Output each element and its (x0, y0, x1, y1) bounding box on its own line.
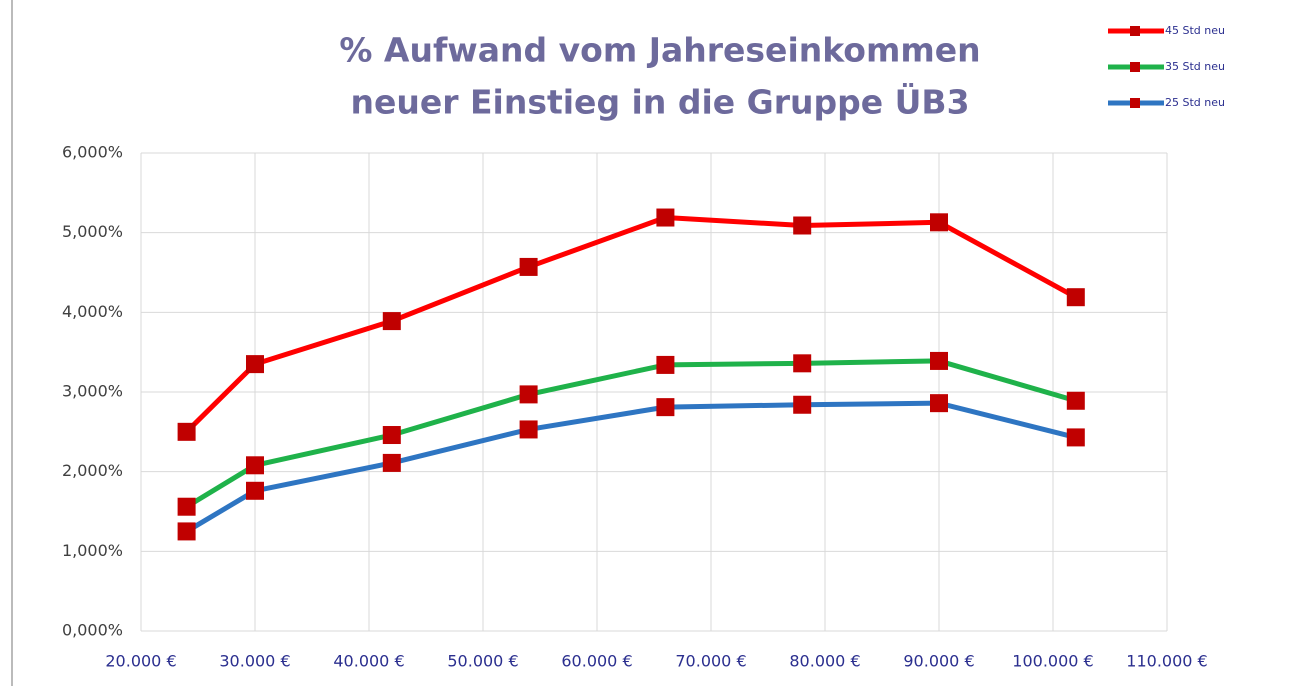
legend-marker (1130, 62, 1140, 72)
marker (519, 385, 538, 404)
legend-marker (1130, 98, 1140, 108)
y-tick-label: 6,000% (62, 143, 123, 162)
marker (177, 522, 196, 541)
x-tick-label: 70.000 € (675, 652, 746, 671)
y-tick-label: 3,000% (62, 382, 123, 401)
marker (656, 208, 675, 227)
marker (1066, 428, 1085, 447)
y-tick-label: 1,000% (62, 541, 123, 560)
marker (793, 354, 812, 373)
chart-title: neuer Einstieg in die Gruppe ÜB3 (350, 82, 969, 122)
legend-label: 25 Std neu (1165, 96, 1225, 109)
marker (1066, 288, 1085, 307)
legend-marker (1130, 26, 1140, 36)
marker (177, 497, 196, 516)
x-tick-label: 40.000 € (333, 652, 404, 671)
marker (382, 453, 401, 472)
y-tick-label: 0,000% (62, 621, 123, 640)
legend-label: 35 Std neu (1165, 60, 1225, 73)
marker (656, 398, 675, 417)
marker (519, 257, 538, 276)
marker (382, 312, 401, 331)
marker (793, 395, 812, 414)
marker (793, 216, 812, 235)
x-tick-label: 50.000 € (447, 652, 518, 671)
series-line (184, 215, 1078, 434)
legend-label: 45 Std neu (1165, 24, 1225, 37)
marker (930, 351, 948, 370)
x-tick-label: 80.000 € (789, 652, 860, 671)
x-tick-label: 100.000 € (1012, 652, 1093, 671)
marker (930, 394, 948, 413)
y-tick-label: 5,000% (62, 222, 123, 241)
marker (656, 355, 675, 374)
x-tick-label: 90.000 € (903, 652, 974, 671)
y-tick-label: 2,000% (62, 461, 123, 480)
series-line (185, 358, 1077, 509)
marker (177, 422, 196, 441)
series-line (185, 400, 1077, 534)
marker (519, 420, 538, 439)
marker (246, 481, 264, 500)
marker (246, 355, 264, 374)
marker (930, 213, 948, 232)
chart-title: % Aufwand vom Jahreseinkommen (339, 31, 980, 70)
x-tick-label: 110.000 € (1126, 652, 1207, 671)
y-tick-label: 4,000% (62, 302, 123, 321)
x-tick-label: 30.000 € (219, 652, 290, 671)
marker (1066, 391, 1085, 410)
x-tick-label: 20.000 € (105, 652, 176, 671)
marker (382, 426, 401, 445)
x-tick-label: 60.000 € (561, 652, 632, 671)
marker (246, 456, 264, 475)
